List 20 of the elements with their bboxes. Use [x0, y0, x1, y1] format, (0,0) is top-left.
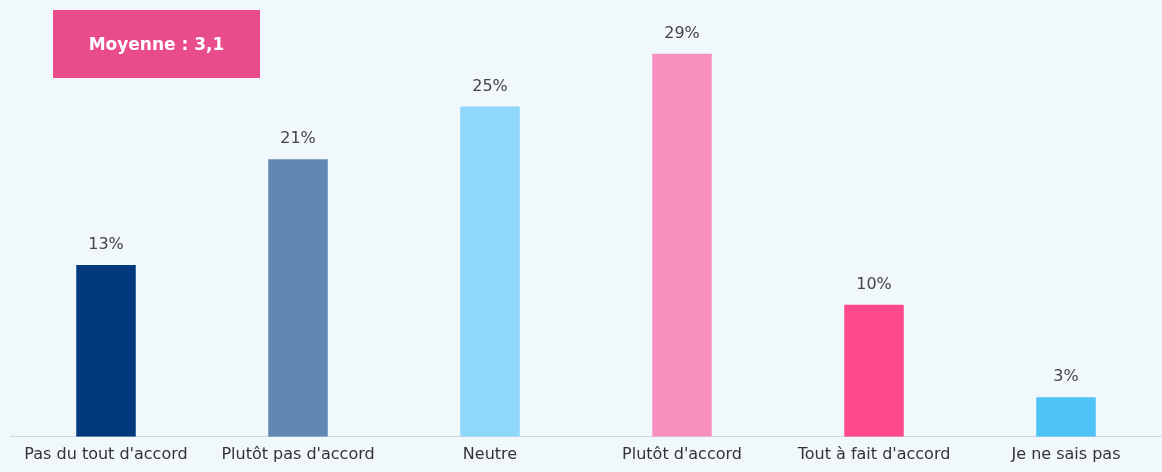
x-tick-label: Neutre: [462, 443, 518, 463]
annotation: Moyenne : 3,1: [88, 34, 225, 54]
x-tick-label: Tout à fait d'accord: [796, 443, 951, 463]
data-label: 29%: [664, 22, 700, 42]
x-tick-label: Je ne sais pas: [1010, 443, 1121, 463]
bar: [844, 304, 904, 437]
data-label: 25%: [472, 75, 508, 95]
bar: [1036, 397, 1096, 437]
x-tick-label: Plutôt d'accord: [622, 443, 742, 463]
bar: [652, 53, 712, 437]
data-label: 21%: [280, 128, 316, 148]
data-label: 13%: [88, 234, 124, 254]
data-label: 10%: [856, 273, 892, 293]
bar: [76, 265, 136, 437]
x-tick-label: Pas du tout d'accord: [24, 443, 188, 463]
label-box: Moyenne : 3,1: [53, 10, 260, 78]
bar: [268, 159, 328, 437]
x-tick-label: Plutôt pas d'accord: [221, 443, 375, 463]
bar: [460, 106, 520, 437]
data-label: 3%: [1053, 366, 1079, 386]
